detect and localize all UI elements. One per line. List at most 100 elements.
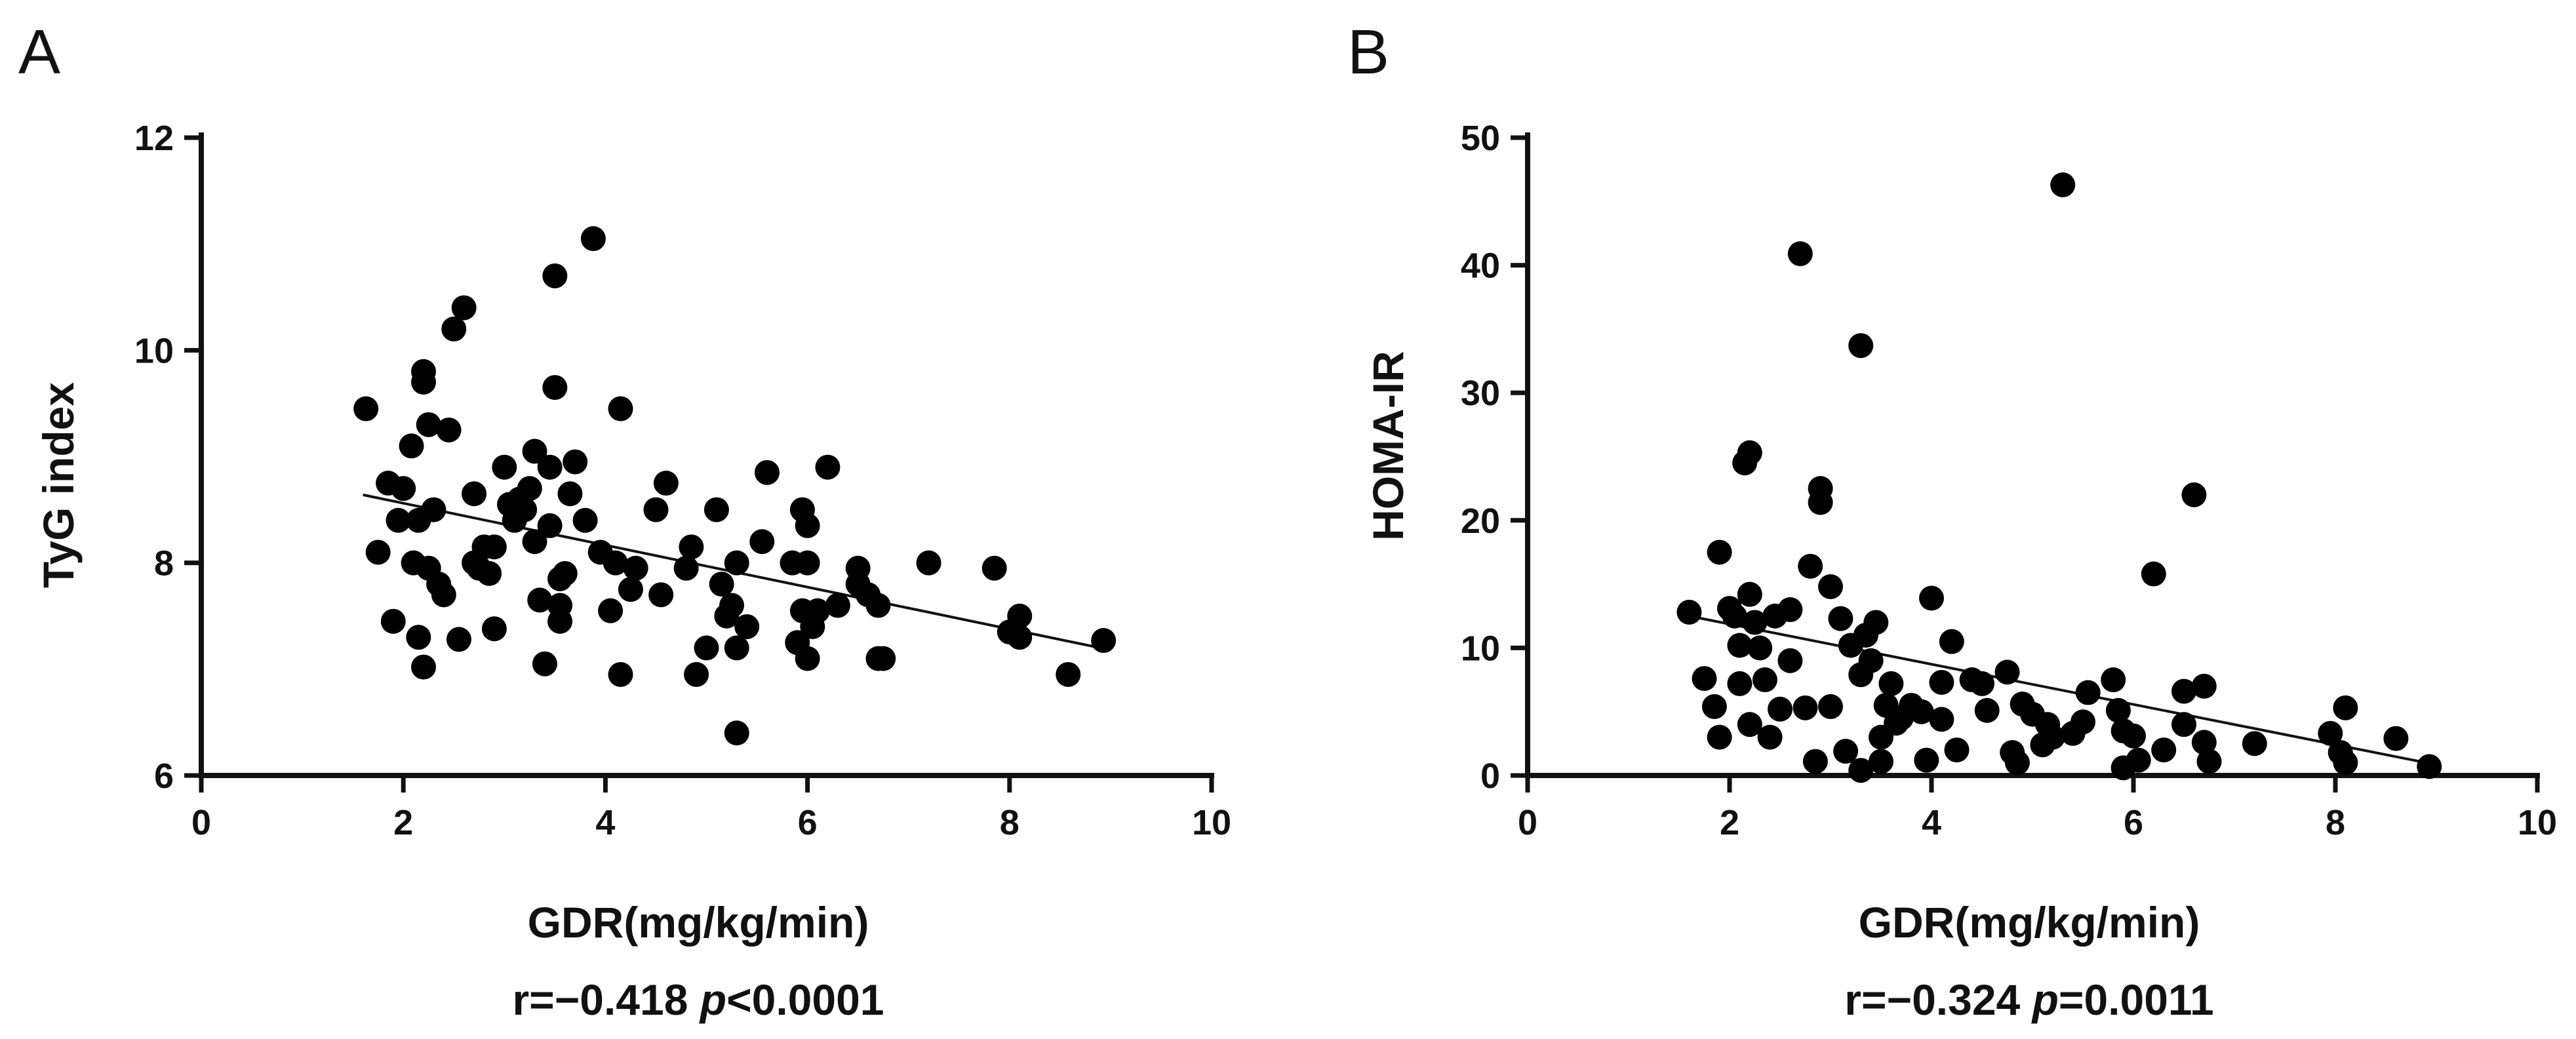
- panel-b-data-point: [1878, 671, 1904, 696]
- panel-a-data-point: [386, 507, 411, 533]
- panel-a-data-point: [391, 476, 416, 501]
- panel-b-data-point: [2071, 709, 2095, 735]
- panel-b-data-point: [1768, 696, 1793, 722]
- panel-a: A 0 2 4 6 8 10 6 8 10 12 TyG index GDR(mg/kg/min)…: [18, 17, 1231, 1024]
- panel-b: B 0 2 4 6 8 10 0 10 20 30 40 50 HOMA-IR GDR(mg/kg/m…: [1347, 17, 2557, 1024]
- panel-b-data-point: [1828, 606, 1853, 631]
- panel-a-data-point: [724, 720, 749, 746]
- panel-b-letter: B: [1347, 17, 1389, 87]
- panel-b-data-point: [1787, 241, 1813, 267]
- panel-a-data-point: [537, 513, 563, 538]
- panel-a-data-point: [1091, 628, 1117, 654]
- panel-a-x-tick-label: 10: [1192, 803, 1231, 842]
- panel-b-data-point: [1944, 737, 1970, 763]
- panel-b-data-point: [1914, 747, 1939, 773]
- panel-b-data-point: [2105, 697, 2131, 723]
- panel-a-data-point: [719, 593, 745, 618]
- panel-b-data-point: [1707, 724, 1732, 750]
- panel-b-data-point: [1833, 739, 1859, 764]
- panel-a-data-point: [527, 587, 553, 613]
- panel-a-y-tick-label: 12: [134, 119, 174, 158]
- panel-a-data-point: [603, 550, 628, 576]
- panel-a-data-point: [608, 661, 633, 687]
- panel-a-x-tick-label: 2: [393, 803, 413, 842]
- panel-b-data-point: [1929, 707, 1954, 732]
- panel-b-data-point: [1722, 603, 1747, 629]
- panel-b-data-point: [2196, 749, 2222, 774]
- panel-a-data-point: [563, 449, 588, 475]
- panel-a-data-point: [724, 550, 749, 576]
- panel-a-data-point: [532, 651, 557, 676]
- panel-a-data-point: [431, 582, 456, 608]
- panel-a-data-point: [462, 481, 487, 507]
- panel-a-data-point: [871, 646, 896, 671]
- panel-b-data-point: [2050, 172, 2076, 198]
- panel-a-data-point: [1007, 625, 1033, 650]
- panel-b-data-point: [2121, 723, 2146, 749]
- panel-b-data-point: [1742, 610, 1768, 635]
- panel-a-data-point: [436, 417, 462, 442]
- panel-b-data-point: [2191, 730, 2217, 755]
- panel-a-data-point: [815, 454, 841, 480]
- panel-b-data-point: [1939, 629, 1964, 654]
- panel-a-data-point: [679, 534, 704, 560]
- panel-a-data-point: [481, 616, 507, 642]
- panel-a-x-tick-label: 6: [798, 803, 818, 842]
- panel-a-data-point: [542, 263, 568, 288]
- panel-b-stats: r=−0.324 p=0.0011: [1844, 975, 2213, 1024]
- panel-b-data-point: [1727, 671, 1753, 696]
- panel-a-y-tick-label: 6: [154, 756, 174, 796]
- panel-a-p-symbol: p: [699, 975, 726, 1024]
- panel-b-data-point: [1798, 553, 1823, 579]
- panel-b-data-point: [1793, 695, 1818, 720]
- panel-b-data-point: [1858, 648, 1884, 673]
- panel-a-data-point: [441, 316, 467, 342]
- panel-b-data-point: [1974, 697, 2000, 723]
- panel-a-data-point: [1056, 661, 1081, 687]
- panel-b-y-tick-label: 10: [1461, 629, 1500, 668]
- panel-b-data-point: [2318, 720, 2343, 746]
- panel-a-data-point: [673, 555, 699, 581]
- panel-a-r-value: r=−0.418: [512, 975, 700, 1024]
- panel-a-data-point: [446, 627, 471, 652]
- panel-a-y-tick-label: 10: [134, 331, 174, 370]
- panel-b-data-point: [2171, 678, 2196, 704]
- panel-b-data-point: [1818, 574, 1843, 599]
- panel-b-data-point: [1737, 581, 1762, 607]
- panel-b-data-point: [2004, 750, 2030, 775]
- panel-b-data-point: [2191, 673, 2217, 699]
- panel-a-data-point: [653, 471, 679, 496]
- panel-b-data-point: [1737, 440, 1762, 465]
- panel-a-data-point: [623, 555, 648, 581]
- panel-a-data-point: [643, 497, 669, 522]
- panel-a-data-point: [477, 560, 502, 586]
- panel-a-data-point: [684, 661, 709, 687]
- panel-b-y-axis-title: HOMA-IR: [1364, 351, 1412, 541]
- panel-b-data-point: [1919, 585, 1944, 611]
- panel-a-data-point: [406, 625, 431, 650]
- panel-b-data-point: [1808, 476, 1833, 501]
- panel-b-x-tick-label: 2: [1720, 803, 1739, 842]
- panel-b-data-point: [2040, 724, 2065, 750]
- panel-b-data-point: [2101, 667, 2126, 693]
- panel-b-x-tick-label: 6: [2124, 803, 2143, 842]
- panel-b-data-point: [1692, 666, 1717, 692]
- panel-a-data-point: [512, 497, 538, 522]
- panel-b-data-point: [1802, 749, 1828, 774]
- panel-a-x-tick-label: 8: [1000, 803, 1020, 842]
- panel-a-data-point: [580, 226, 606, 252]
- panel-b-p-value: =0.0011: [2059, 975, 2214, 1024]
- panel-b-data-point: [2151, 737, 2177, 763]
- panel-b-r-value: r=−0.324: [1844, 975, 2032, 1024]
- panel-b-y-tick-label: 20: [1461, 501, 1500, 541]
- panel-a-data-point: [492, 454, 517, 480]
- panel-a-data-point: [542, 375, 568, 401]
- panel-a-data-point: [537, 454, 563, 480]
- panel-b-data-point: [1994, 659, 2020, 685]
- panel-b-data-point: [2383, 726, 2409, 751]
- panel-a-data-point: [724, 635, 749, 661]
- panel-a-data-point: [795, 550, 820, 576]
- panel-b-data-point: [1970, 671, 1994, 696]
- panel-a-p-value: <0.0001: [726, 975, 884, 1024]
- panel-b-data-point: [1701, 694, 1727, 719]
